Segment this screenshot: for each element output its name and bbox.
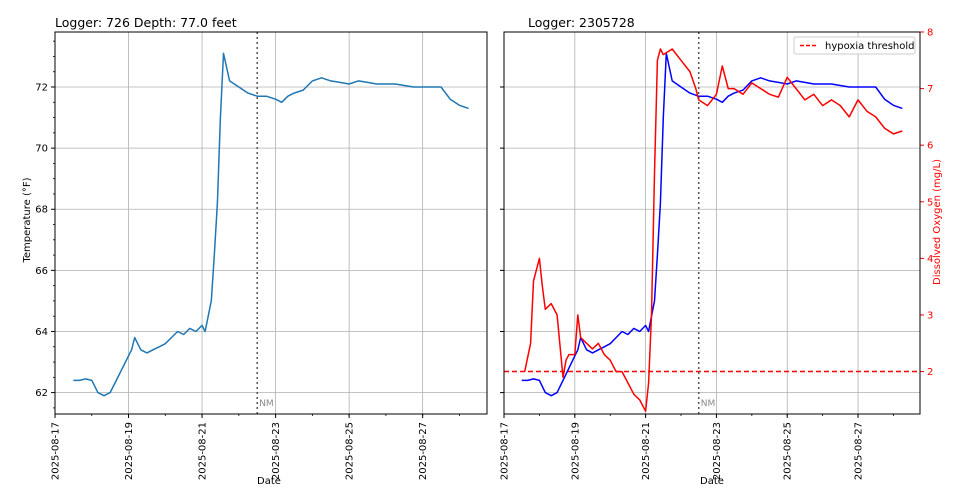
legend-box [793,36,916,55]
y-right-tick-label: 7 [927,84,933,95]
y-tick-label: 64 [35,327,48,338]
y-tick-label: 66 [35,266,48,277]
left-ylabel: Temperature (°F) [22,177,33,263]
left-grid [54,32,487,414]
y-right-tick-label: 6 [927,141,933,152]
left-xlabel: Date [257,476,281,487]
y-tick-label: 68 [35,205,48,216]
right-xlabel: Date [700,476,724,487]
y-right-tick-label: 5 [927,197,933,208]
right-title: Logger: 2305728 [528,15,635,30]
y-right-tick-label: 4 [927,254,933,265]
temperature-line [521,52,903,397]
y-tick-label: 72 [35,83,48,94]
temperature-line [73,52,469,397]
left-axes-frame [54,31,488,415]
y-right-tick-label: 3 [927,310,933,321]
nm-marker-label: NM [701,399,716,409]
right-plot-area [504,32,920,414]
right-chart-marks: NM [504,32,920,414]
left-plot-area [55,32,487,414]
y-right-tick-label: 2 [927,367,933,378]
x-tick-label: 2025-08-23 [271,422,282,480]
left-title: Logger: 726 Depth: 77.0 feet [55,15,237,30]
x-tick-label: 2025-08-27 [418,422,429,480]
x-tick-label: 2025-08-17 [51,422,62,480]
y-right-tick-label: 8 [927,28,933,39]
right-panel: 2025-08-17 2025-08-19 2025-08-21 2025-08-23… [500,15,944,487]
x-tick-label: 2025-08-27 [854,422,865,480]
x-tick-label: 2025-08-19 [570,422,581,480]
right-grid [503,32,920,414]
y-tick-label: 62 [35,388,48,399]
left-chart-marks: NM [73,32,469,414]
dissolved-oxygen-line [523,48,903,412]
x-tick-label: 2025-08-19 [124,422,135,480]
x-tick-label: 2025-08-25 [783,422,794,480]
x-tick-label: 2025-08-25 [345,422,356,480]
left-axis-ticks: 2025-08-17 2025-08-19 2025-08-21 2025-08-23… [35,40,460,480]
x-tick-label: 2025-08-23 [712,422,723,480]
right-axis-ticks: 2025-08-17 2025-08-19 2025-08-21 2025-08-23… [500,28,934,481]
nm-marker-label: NM [259,399,274,409]
right-ylabel-do: Dissolved Oxygen (mg/L) [932,159,943,285]
right-axes-frame [503,31,921,415]
legend: hypoxia threshold [793,36,916,55]
x-tick-label: 2025-08-17 [500,422,511,480]
left-panel: 2025-08-17 2025-08-19 2025-08-21 2025-08-23… [22,15,488,487]
x-tick-label: 2025-08-21 [641,422,652,480]
y-tick-label: 70 [35,144,48,155]
legend-hypoxia-label: hypoxia threshold [825,41,915,52]
x-tick-label: 2025-08-21 [198,422,209,480]
